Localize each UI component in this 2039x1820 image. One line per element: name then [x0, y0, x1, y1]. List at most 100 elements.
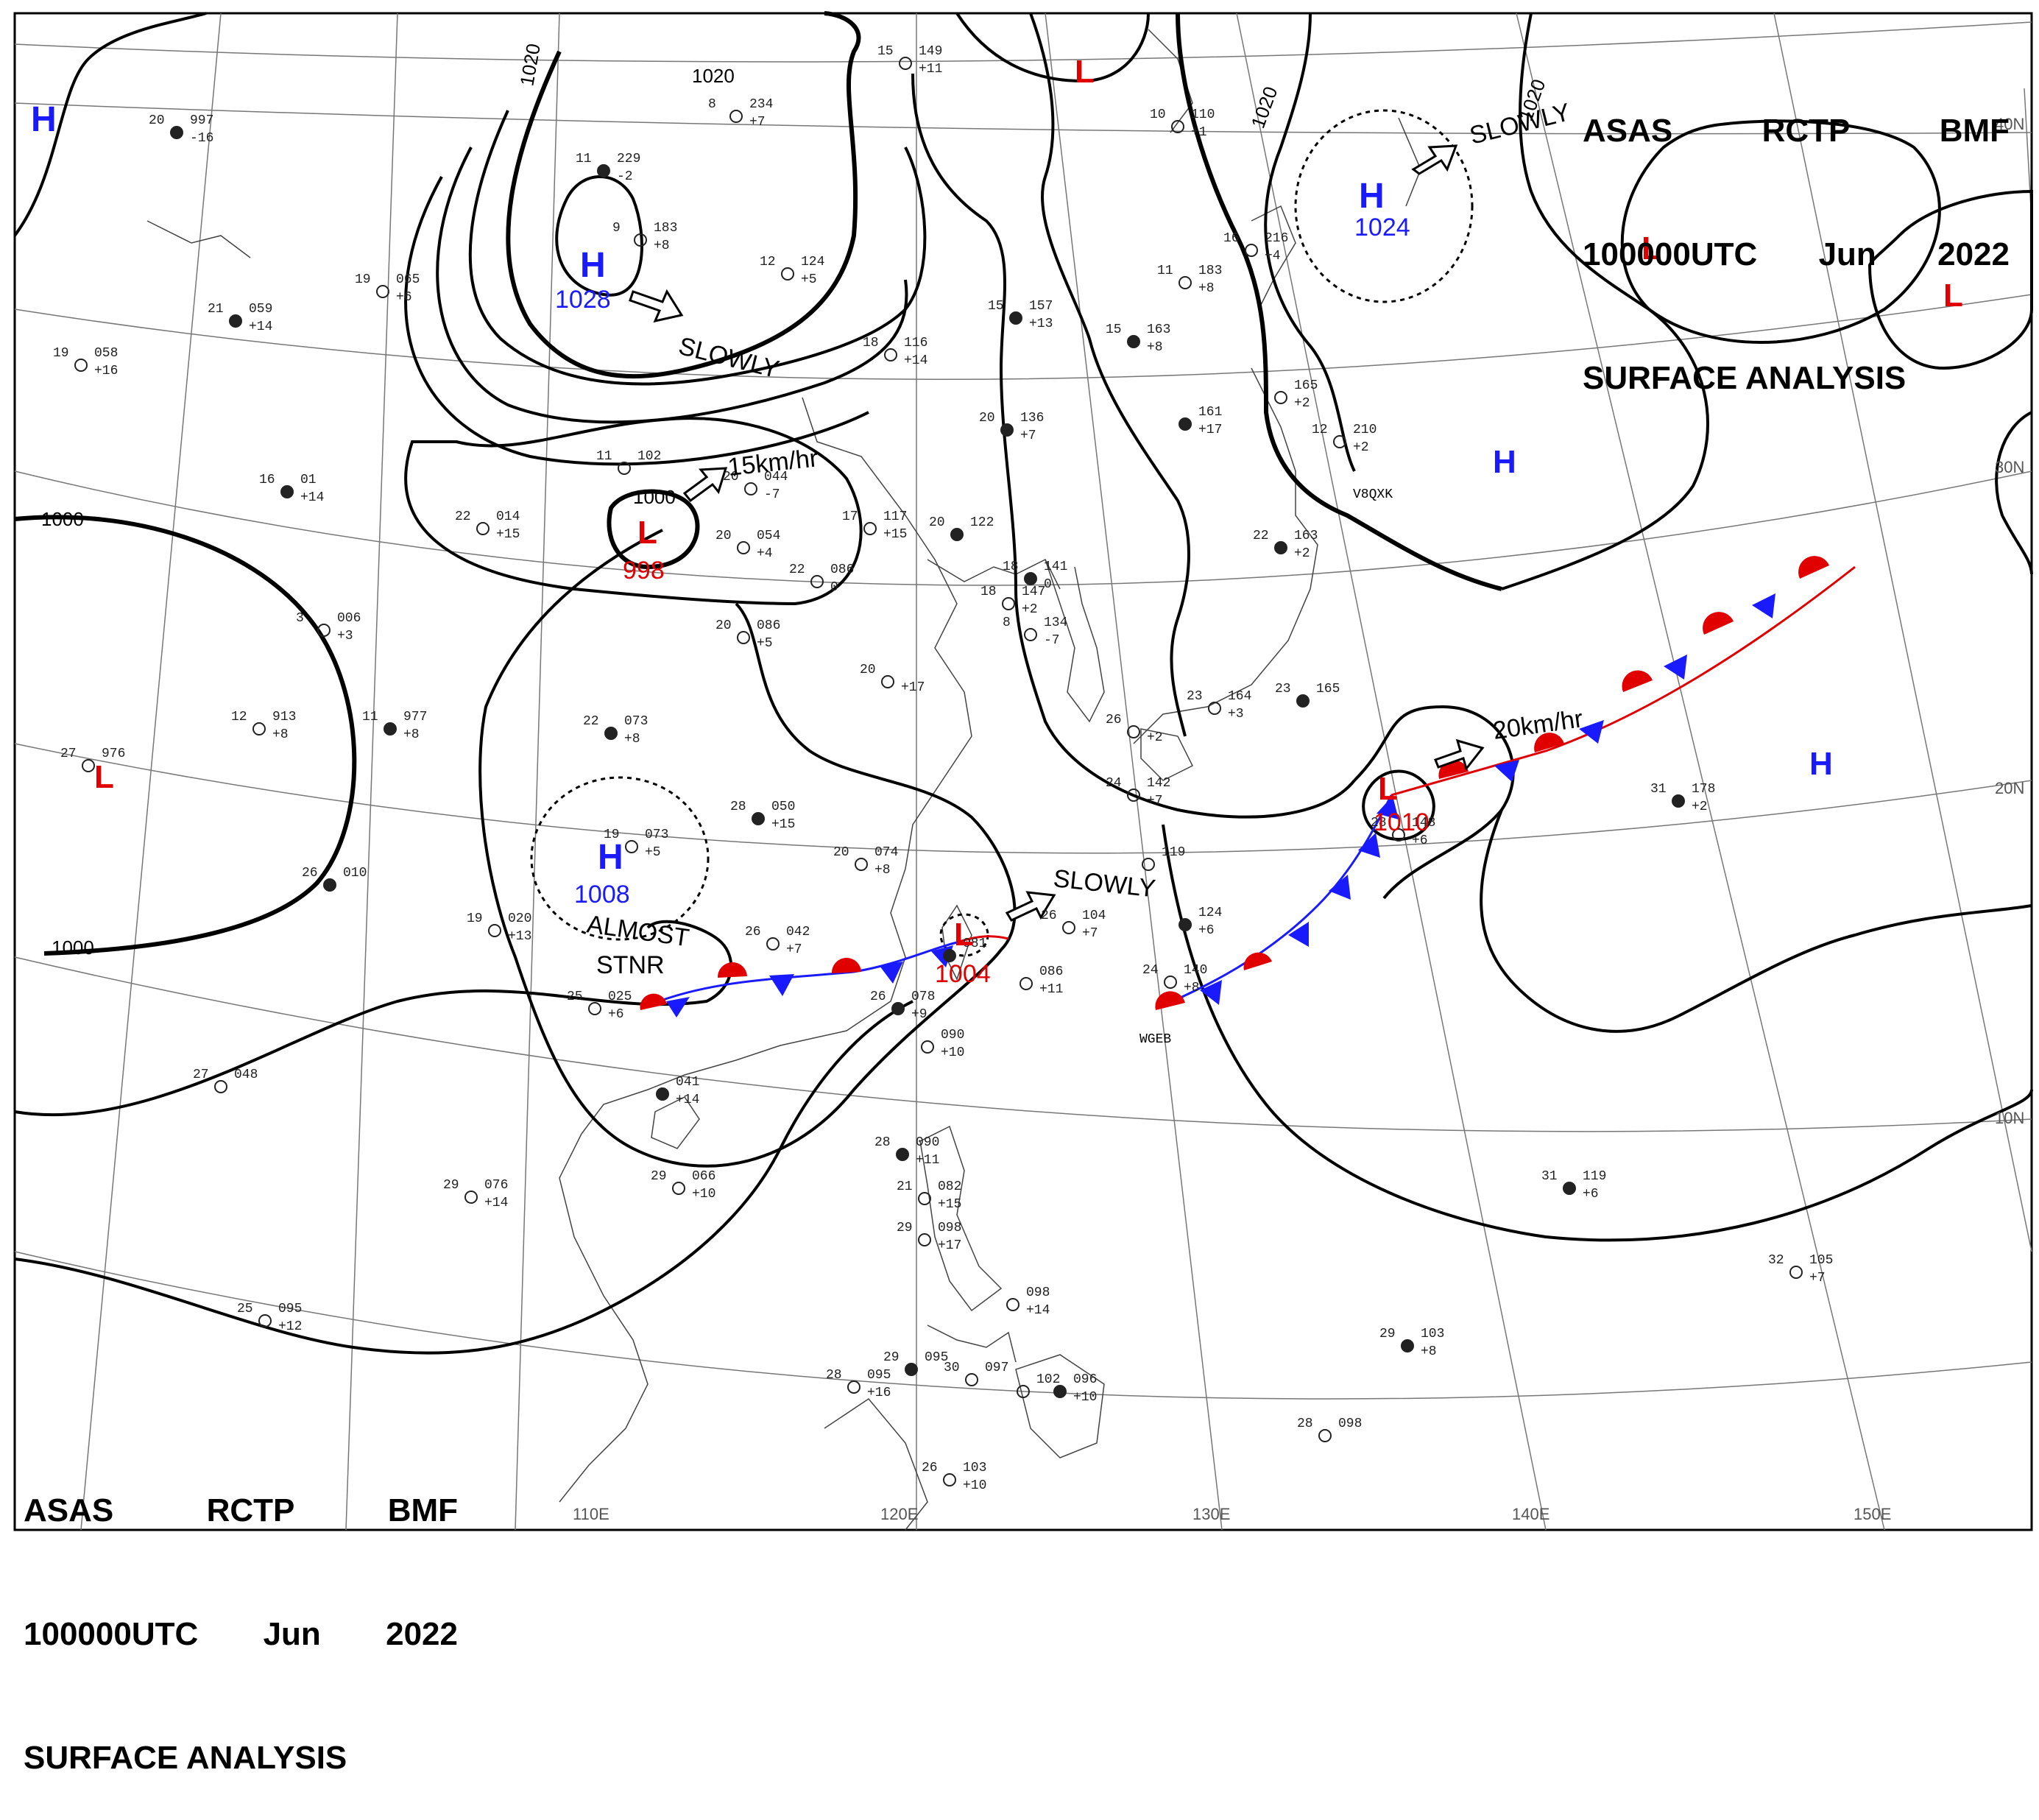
high-center-value: 1028 — [555, 286, 611, 314]
station-circle-icon — [1164, 976, 1177, 989]
station-tendency: +17 — [938, 1238, 961, 1253]
station-pressure: 136 — [1020, 411, 1044, 426]
chart-title-top: ASAS RCTP BMF 100000UTC Jun 2022 SURFACE… — [1583, 28, 2010, 440]
station-tendency: +8 — [874, 863, 891, 878]
station-temperature: 19 — [53, 346, 69, 361]
station-tendency: +17 — [1198, 423, 1222, 437]
isobar-1000-east-l — [1620, 119, 1941, 344]
station-temperature: 28 — [826, 1368, 842, 1383]
mindanao-coast — [1015, 1354, 1105, 1459]
station-circle-icon — [1245, 244, 1258, 257]
isobars — [13, 11, 2033, 1355]
station-pressure: 086 — [1039, 964, 1063, 979]
station-plot: 16 216 +4 — [1223, 231, 1288, 264]
cold-tooth — [880, 962, 903, 984]
station-circle-icon — [280, 485, 294, 498]
station-tendency: +13 — [1029, 317, 1053, 331]
arrow-998 — [682, 467, 728, 503]
station-circle-icon — [752, 812, 765, 825]
dashed-ring-1004 — [939, 913, 989, 957]
station-plot: 21 059 +14 — [208, 302, 272, 334]
station-tendency: +16 — [94, 364, 118, 378]
latitude-label: 20N — [1995, 779, 2024, 797]
isobar-h-nw — [13, 12, 207, 237]
station-pressure: 050 — [771, 800, 795, 814]
warm-bump — [1534, 733, 1564, 752]
station-plot: 165+2 — [1274, 378, 1318, 411]
parallel-35n — [14, 21, 2032, 63]
station-pressure: 095 — [278, 1302, 302, 1316]
station-tendency: +15 — [496, 527, 520, 542]
station-tendency: +6 — [1198, 923, 1215, 938]
japan-coast — [1133, 367, 1318, 744]
fronts — [640, 556, 1856, 1017]
title-analysis: SURFACE ANALYSIS — [1583, 360, 1907, 396]
station-temperature: 18 — [980, 585, 997, 599]
station-circle-icon — [884, 348, 897, 361]
isobar-ring-4 — [404, 176, 869, 466]
station-circle-icon — [1318, 1429, 1332, 1442]
cold-tooth — [769, 974, 794, 996]
china-coast — [581, 397, 972, 1135]
station-pressure: 117 — [883, 509, 907, 524]
station-temperature: 23 — [1187, 689, 1203, 704]
station-temperature: 30 — [944, 1361, 960, 1375]
korea-coast — [1045, 559, 1105, 723]
station-temperature: 15 — [988, 299, 1004, 314]
arrow-1010 — [1434, 738, 1485, 772]
low-center-value: 998 — [623, 557, 665, 585]
station-plot: 12 124 +5 — [760, 255, 824, 287]
station-plot: 102 — [1017, 1372, 1060, 1398]
warm-bump — [1622, 670, 1653, 692]
station-circle-icon — [1024, 572, 1037, 585]
station-pressure: 082 — [938, 1179, 961, 1194]
station-pressure: 090 — [941, 1028, 964, 1043]
station-circle-icon — [737, 631, 750, 644]
station-circle-icon — [170, 126, 183, 139]
station-plot: 20 054 +4 — [715, 529, 780, 561]
station-pressure: 058 — [94, 346, 118, 361]
title-time: 100000UTC — [1583, 236, 1758, 272]
arrow-1004 — [1005, 891, 1056, 922]
station-pressure: 110 — [1191, 107, 1215, 122]
station-pressure: 210 — [1353, 423, 1377, 437]
station-circle-icon — [634, 233, 647, 247]
grid-labels: 110E 120E 130E 140E 150E 40N 30N 20N 10N — [573, 115, 2024, 1523]
station-pressure: 147 — [1022, 585, 1045, 599]
station-circle-icon — [74, 359, 88, 372]
station-tendency: +2 — [1294, 546, 1310, 561]
station-circle-icon — [766, 937, 780, 950]
station-circle-icon — [214, 1080, 227, 1093]
ship-id: WGEB — [1139, 1032, 1171, 1047]
station-temperature: 26 — [870, 990, 886, 1004]
high-center-marker: H — [598, 838, 623, 877]
station-circle-icon — [1002, 597, 1015, 610]
motion-arrows — [629, 144, 1485, 922]
station-plot: 31 178 +2 — [1650, 782, 1715, 814]
title-line-3: SURFACE ANALYSIS — [1583, 358, 2010, 399]
station-tendency: +8 — [1147, 340, 1163, 355]
station-circle-icon — [810, 575, 824, 588]
station-tendency: +5 — [645, 845, 661, 860]
station-temperature: 19 — [467, 911, 483, 926]
station-pressure: 163 — [1147, 322, 1170, 337]
station-pressure: 095 — [925, 1350, 948, 1365]
station-circle-icon — [82, 759, 95, 772]
station-temperature: 26 — [922, 1461, 938, 1475]
station-circle-icon — [1333, 435, 1346, 448]
warm-bump — [1155, 991, 1185, 1010]
station-plot: 23 164 +3 — [1187, 689, 1251, 722]
parallel-5n — [14, 1251, 2032, 1400]
hainan-coast — [651, 1096, 700, 1149]
station-circle-icon — [781, 267, 794, 281]
visayas-coast — [927, 1325, 1017, 1363]
station-plot: 24 142 +7 — [1106, 776, 1170, 808]
station-temperature: 22 — [1253, 529, 1269, 543]
station-circle-icon — [376, 285, 389, 298]
station-pressure: 010 — [343, 866, 367, 881]
station-tendency: +10 — [1073, 1390, 1097, 1405]
station-plot: 086+11 — [1020, 964, 1063, 997]
station-pressure: 913 — [272, 710, 296, 724]
station-pressure: 140 — [1184, 963, 1207, 978]
